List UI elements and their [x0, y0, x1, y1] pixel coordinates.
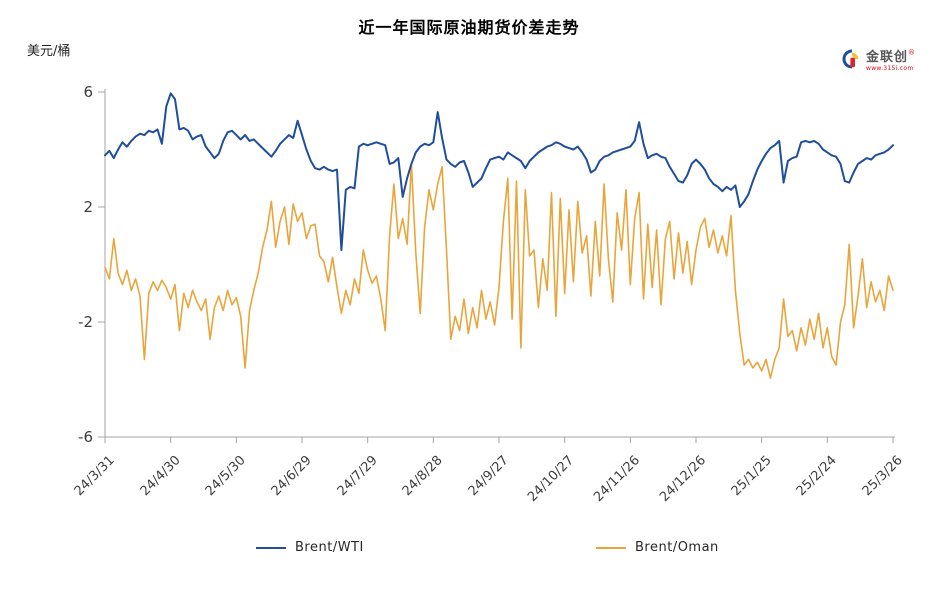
logo: 金联创® www.315i.com [841, 48, 933, 72]
y-tick-label: -2 [78, 313, 93, 331]
logo-icon [841, 48, 863, 70]
brent-oman-legend-label: Brent/Oman [635, 540, 719, 555]
brent-oman-line [104, 163, 894, 379]
y-tick-label: 6 [83, 83, 93, 101]
legend-item-brent-wti: Brent/WTI [256, 540, 364, 555]
logo-website: www.315i.com [866, 65, 914, 72]
brent-wti-legend-swatch [256, 546, 286, 549]
y-axis-unit-label: 美元/桶 [27, 44, 71, 59]
brent-oman-legend-swatch [596, 546, 626, 549]
logo-name: 金联创 [866, 50, 909, 65]
axes [98, 89, 895, 443]
legend-item-brent-oman: Brent/Oman [596, 540, 719, 555]
page-title: 近一年国际原油期货价差走势 [358, 18, 580, 37]
brent-wti-legend-label: Brent/WTI [295, 540, 364, 555]
y-tick-label: 2 [83, 198, 93, 216]
y-tick-label: -6 [78, 428, 93, 446]
logo-registered-mark: ® [908, 48, 916, 57]
brent-wti-line [104, 92, 894, 252]
